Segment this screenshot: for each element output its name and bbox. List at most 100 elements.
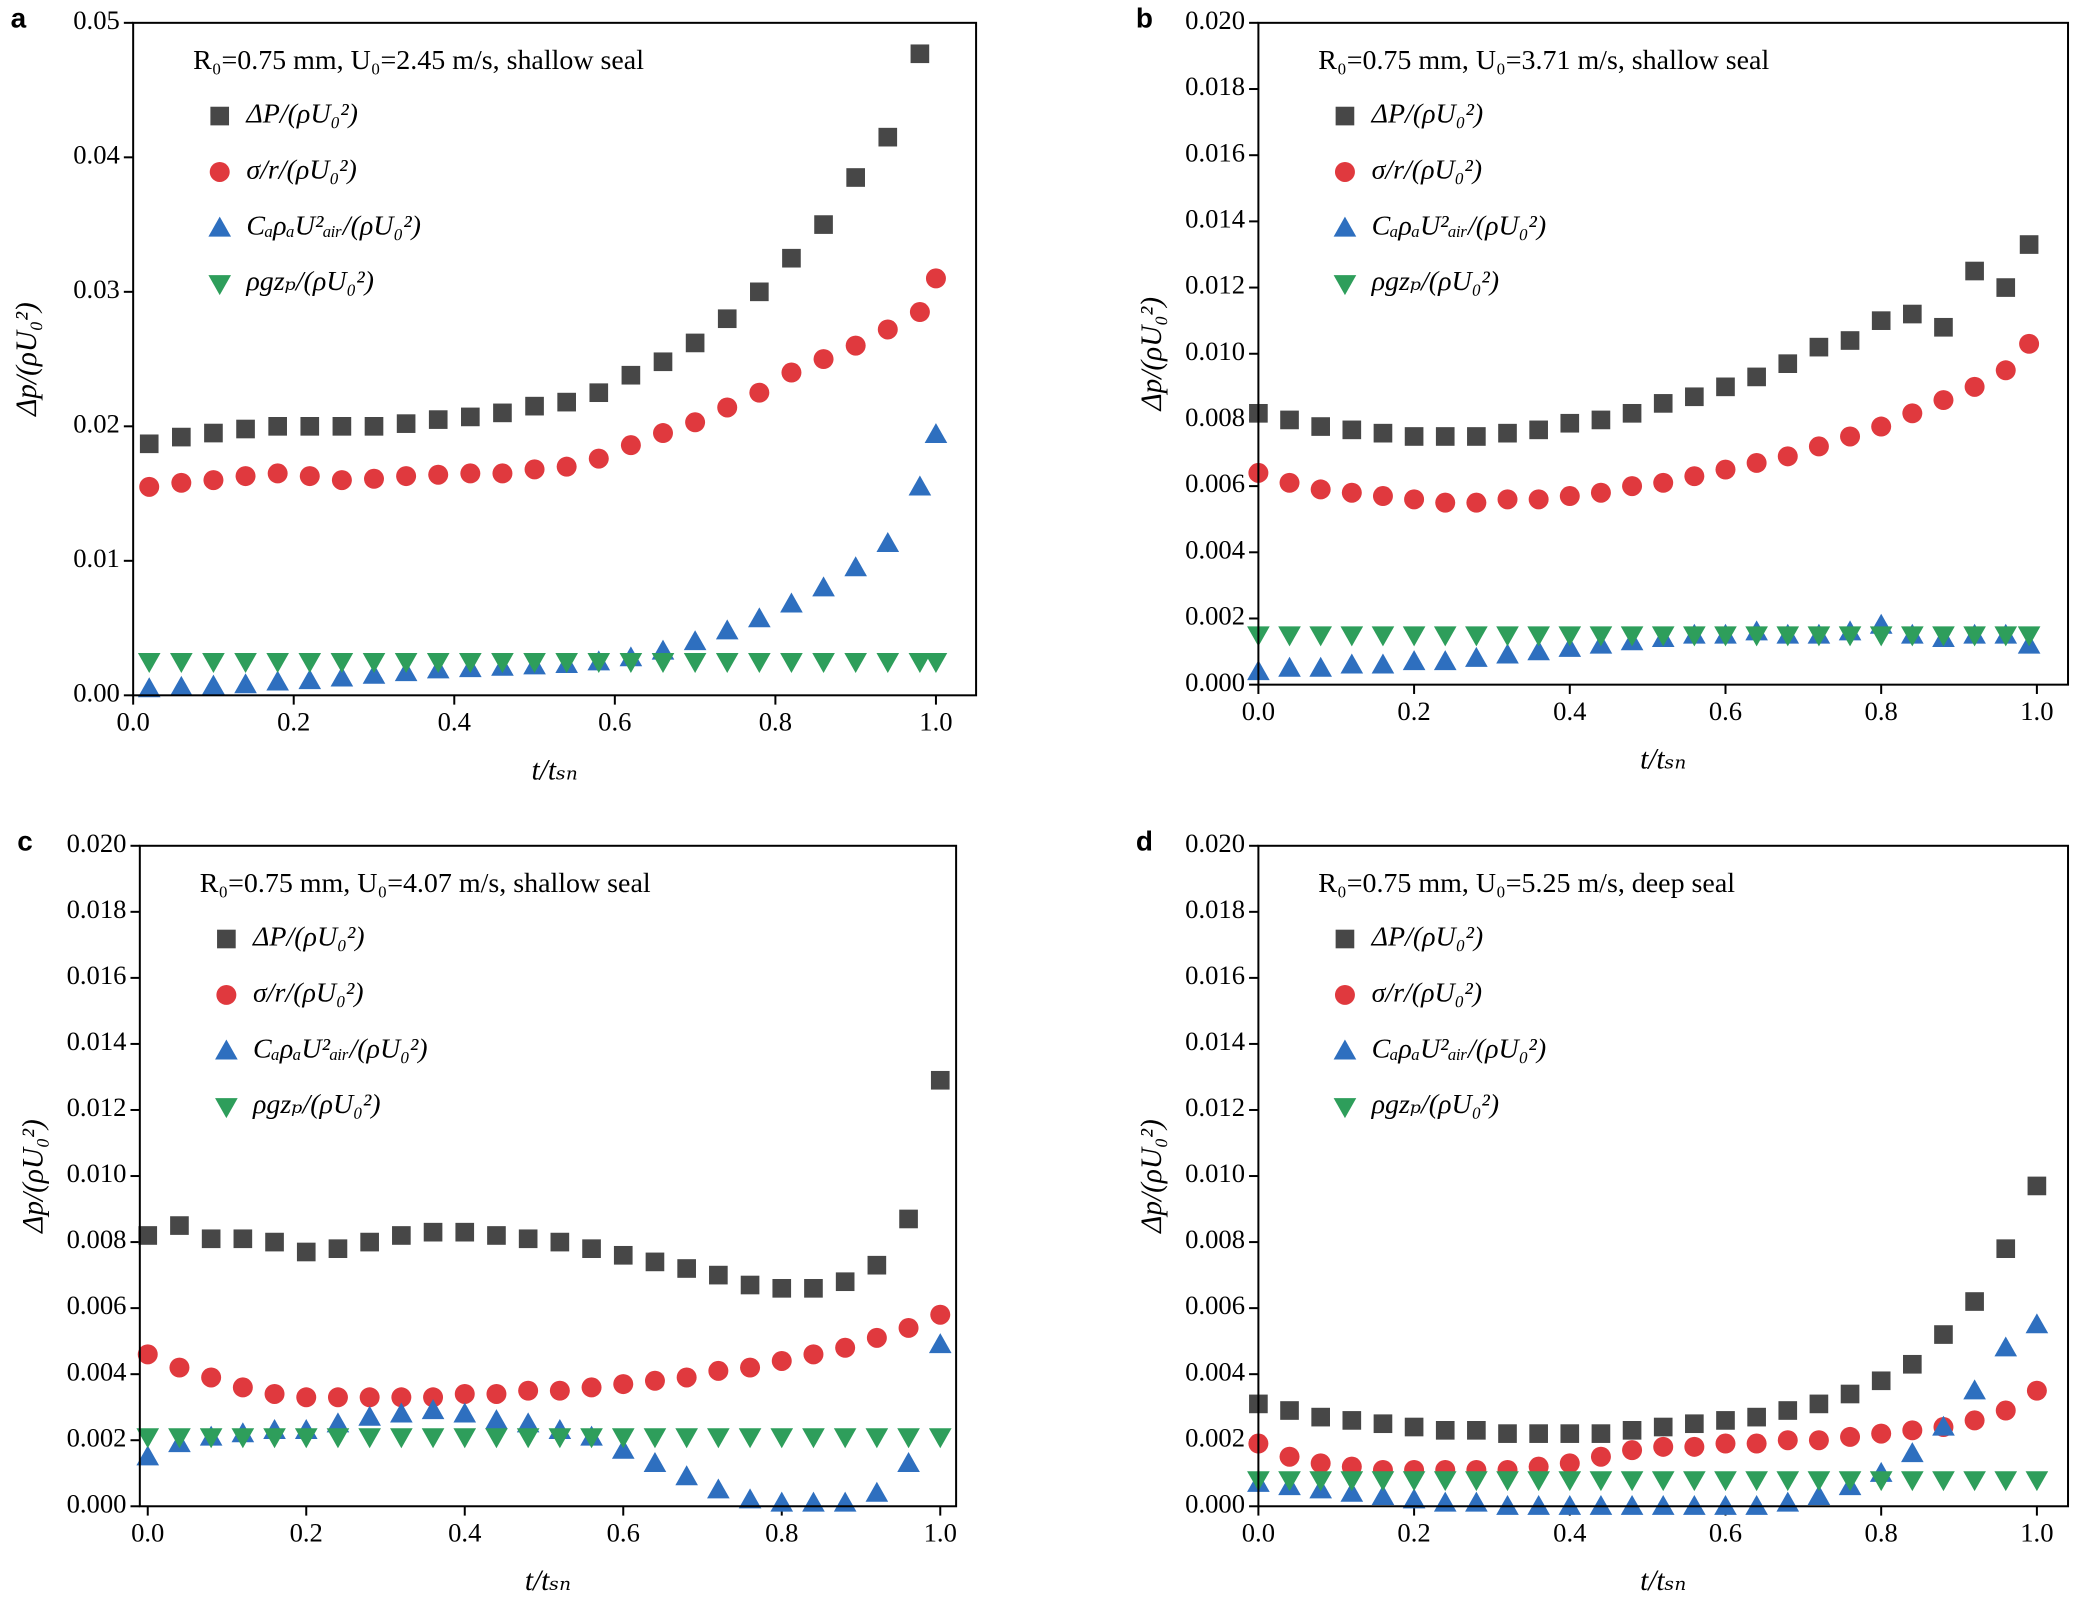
marker-triangle-down [1932,1471,1955,1492]
marker-circle [1902,1420,1923,1441]
marker-triangle-down [1620,1471,1644,1492]
x-tick-label: 0.8 [759,707,792,737]
y-tick-label: 0.010 [67,1158,127,1188]
marker-square [550,1232,570,1252]
y-tick-label: 0.004 [67,1356,127,1386]
marker-square [1280,1401,1299,1420]
legend-marker [210,106,230,126]
marker-triangle-up [1433,1491,1457,1512]
marker-triangle-up [1496,1494,1519,1515]
y-tick-label: 0.002 [1185,1422,1245,1452]
legend-label: ρgzₚ/(ρU₀²) [245,266,374,297]
legend-marker [1335,929,1355,949]
marker-triangle-down [844,653,867,674]
marker-triangle-up [1558,1494,1582,1515]
marker-triangle-up [1651,1494,1675,1515]
marker-triangle-up [1963,1379,1986,1400]
marker-triangle-up [1371,1485,1395,1506]
y-tick-label: 0.008 [1185,402,1245,432]
legend-label: CₐρₐU²ₐᵢᵣ/(ρU₀²) [1372,210,1547,241]
marker-triangle-down [1340,1471,1364,1492]
marker-circle [454,1384,475,1404]
marker-square [1778,354,1798,373]
marker-circle [492,463,513,484]
y-tick-label: 0.010 [1185,1158,1245,1188]
legend-marker [209,161,230,182]
marker-triangle-up [170,675,193,696]
marker-square [1560,413,1580,433]
marker-triangle-up [1620,1494,1644,1515]
marker-triangle-down [1683,1471,1706,1492]
marker-triangle-down [580,1428,603,1449]
marker-circle [1840,1426,1861,1447]
marker-triangle-down [294,1428,318,1449]
x-tick-label: 1.0 [919,707,952,737]
y-tick-label: 0.004 [1185,1356,1245,1386]
marker-square [709,1265,728,1285]
marker-square [1311,1407,1330,1427]
marker-square [814,215,833,234]
legend-marker [1333,1039,1357,1060]
marker-square [1871,1371,1891,1391]
x-tick-label: 0.0 [117,707,150,737]
marker-circle [1871,416,1892,437]
marker-square [867,1255,887,1275]
marker-triangle-down [1527,626,1550,647]
marker-circle [201,1367,222,1388]
marker-triangle-up [833,1491,857,1512]
marker-triangle-up [683,630,707,651]
marker-circle [423,1387,444,1408]
marker-triangle-down [1776,626,1800,647]
marker-circle [1653,1436,1674,1457]
marker-triangle-down [1402,626,1426,647]
marker-square [1871,311,1891,330]
legend-marker [208,275,232,296]
marker-square [846,168,865,187]
marker-triangle-up [1776,1491,1800,1512]
marker-square [878,127,898,147]
marker-triangle-down [390,1428,413,1449]
marker-square [772,1278,792,1298]
marker-square [1560,1424,1580,1443]
marker-triangle-down [1402,1471,1426,1492]
marker-square [1404,1417,1424,1437]
marker-square [677,1259,696,1278]
y-tick-label: 0.016 [1185,960,1245,990]
marker-square [782,248,801,268]
x-tick-label: 0.2 [277,707,310,737]
marker-square [557,392,576,412]
marker-circle [169,1357,190,1378]
marker-triangle-up [485,1409,508,1430]
marker-square [1653,1417,1673,1437]
marker-circle [781,362,802,383]
marker-triangle-down [459,653,482,674]
marker-triangle-down [1527,1471,1550,1492]
marker-square [613,1245,633,1265]
marker-square [1840,331,1860,350]
y-tick-label: 0.000 [67,1488,127,1518]
y-tick-label: 0.002 [67,1422,127,1452]
marker-square [1809,1394,1829,1414]
marker-circle [556,456,577,477]
marker-triangle-up [266,670,289,691]
marker-circle [1590,482,1611,503]
legend-label: CₐρₐU²ₐᵢᵣ/(ρU₀²) [253,1033,428,1064]
marker-triangle-up [1745,1494,1768,1515]
marker-square [1996,1239,2016,1259]
marker-square [233,1229,253,1249]
marker-triangle-up [707,1478,730,1499]
marker-circle [1279,1446,1300,1467]
x-axis-title: t/tₛₙ [525,1565,571,1597]
x-tick-label: 0.8 [1865,1518,1898,1548]
plot-frame [1257,844,2070,1508]
marker-circle [1746,452,1767,473]
marker-triangle-down [421,1428,445,1449]
marker-triangle-down [1558,626,1582,647]
y-tick-label: 0.004 [1185,534,1245,564]
marker-circle [235,466,256,487]
marker-triangle-down [234,653,257,674]
marker-triangle-up [1901,1442,1924,1463]
marker-square [265,1232,284,1252]
marker-circle [1995,1400,2016,1421]
